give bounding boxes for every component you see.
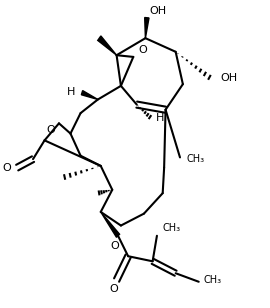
Text: OH: OH xyxy=(150,6,167,16)
Text: O: O xyxy=(46,125,55,135)
Polygon shape xyxy=(98,36,117,55)
Text: H: H xyxy=(66,87,75,97)
Polygon shape xyxy=(81,91,98,99)
Text: O: O xyxy=(139,45,147,55)
Polygon shape xyxy=(101,212,120,237)
Polygon shape xyxy=(145,18,149,38)
Text: CH₃: CH₃ xyxy=(162,223,180,233)
Text: O: O xyxy=(109,284,118,294)
Text: OH: OH xyxy=(220,73,237,83)
Text: CH₃: CH₃ xyxy=(186,154,204,164)
Text: O: O xyxy=(2,163,11,172)
Text: CH₃: CH₃ xyxy=(204,275,222,285)
Text: H: H xyxy=(156,113,165,123)
Text: O: O xyxy=(111,241,120,251)
